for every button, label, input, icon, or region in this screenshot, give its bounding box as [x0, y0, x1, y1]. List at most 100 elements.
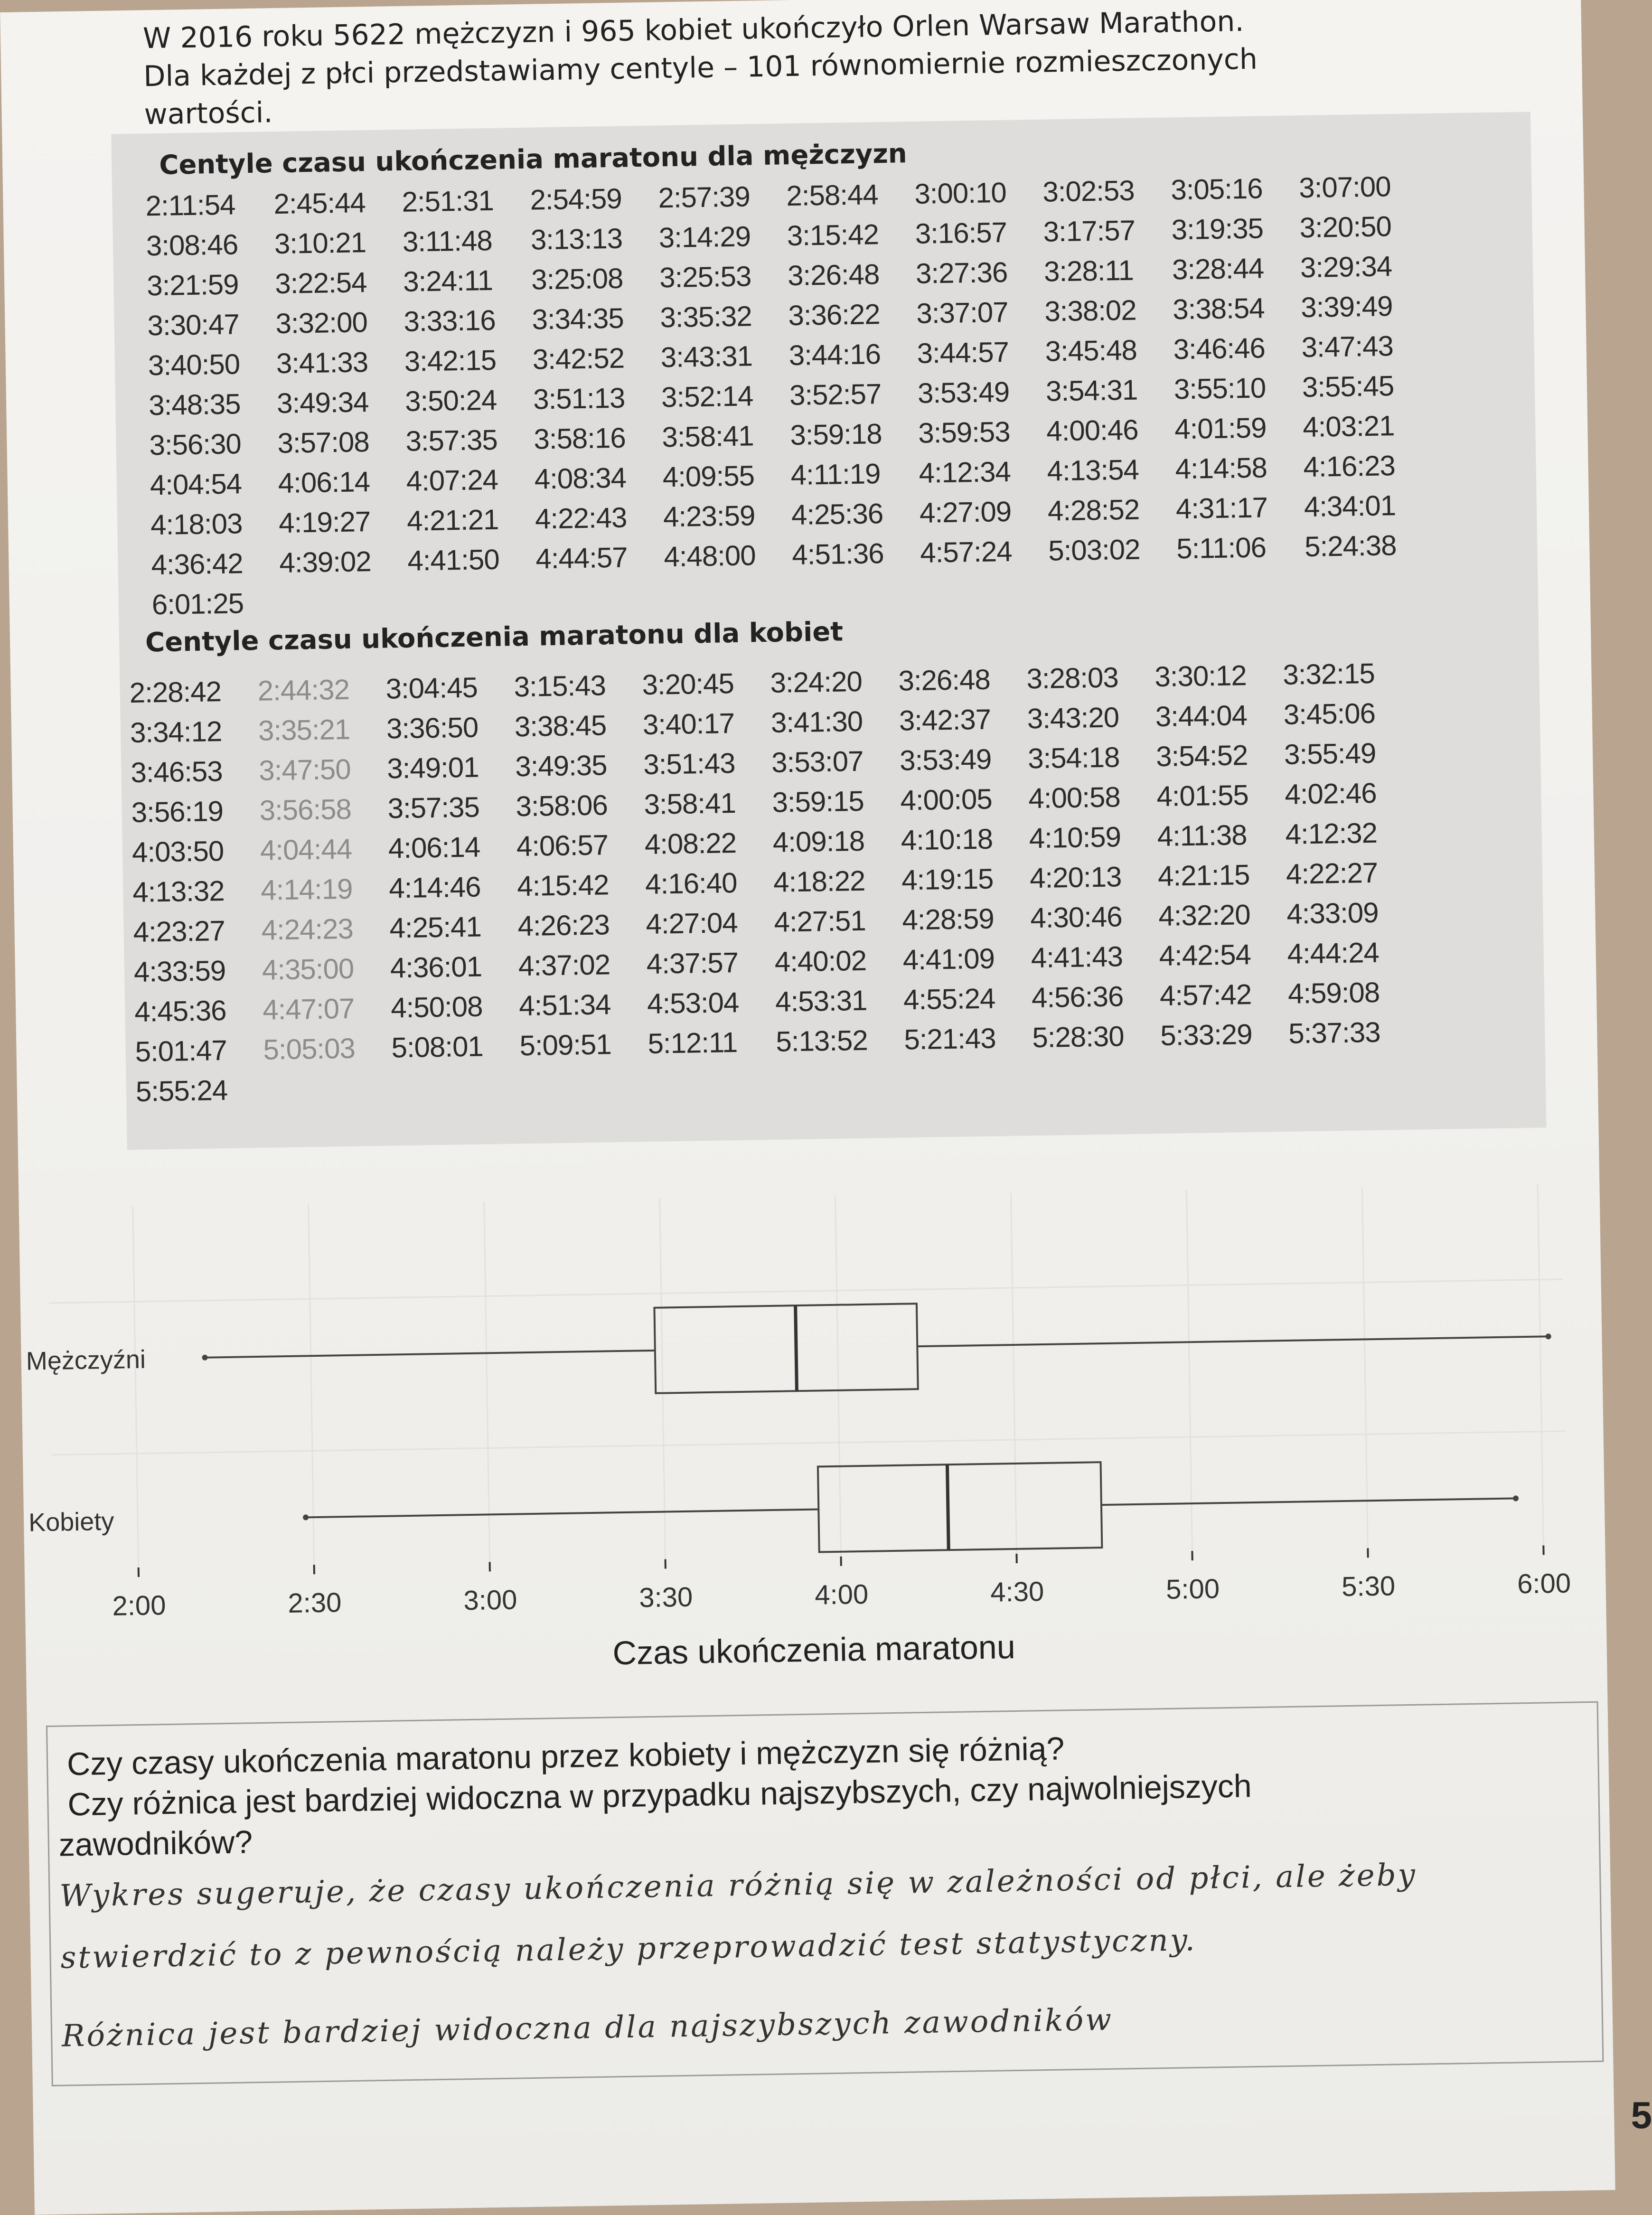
table-cell: 3:16:57 [915, 215, 1043, 250]
table-cell: 2:54:59 [530, 181, 658, 216]
table-cell: 5:33:29 [1160, 1017, 1289, 1051]
table-cell: 3:49:34 [277, 385, 405, 419]
handwritten-answer-line-2: stwierdzić to z pewnością należy przepro… [60, 1923, 1197, 1976]
table-cell: 4:06:14 [388, 830, 516, 864]
table-cell: 3:48:35 [149, 387, 277, 422]
table-cell: 4:48:00 [664, 538, 792, 573]
table-cell: 4:14:46 [389, 870, 517, 904]
table-cell: 3:55:45 [1302, 368, 1430, 403]
table-cell: 3:39:49 [1301, 289, 1429, 323]
max-point [1546, 1333, 1551, 1339]
table-cell: 3:37:07 [916, 295, 1045, 329]
table-cell: 3:20:50 [1299, 209, 1428, 244]
table-cell: 5:24:38 [1305, 528, 1433, 563]
iqr-box [654, 1304, 918, 1393]
table-cell: 3:02:53 [1042, 173, 1171, 208]
table-cell: 3:57:35 [387, 790, 516, 825]
table-cell: 3:32:00 [275, 305, 404, 339]
grid-line [484, 1201, 490, 1562]
table-cell: 4:57:24 [920, 534, 1049, 569]
table-cell: 4:03:50 [131, 834, 260, 868]
table-cell: 3:08:46 [146, 227, 274, 262]
table-cell: 3:47:43 [1301, 328, 1430, 363]
table-cell: 4:13:54 [1047, 452, 1175, 487]
table-cell: 4:25:36 [791, 496, 920, 531]
table-cell: 4:27:09 [919, 494, 1048, 529]
table-cell: 5:37:33 [1288, 1015, 1417, 1050]
table-cell: 3:49:01 [387, 750, 516, 785]
whisker-low [306, 1509, 818, 1517]
table-cell: 3:55:49 [1284, 736, 1413, 770]
table-cell: 3:51:13 [533, 381, 662, 415]
x-tick-label: 4:00 [815, 1579, 869, 1611]
table-cell: 3:42:52 [532, 341, 661, 375]
table-cell: 3:40:50 [148, 347, 276, 382]
table-cell: 3:21:59 [147, 267, 275, 302]
table-cell: 3:41:33 [276, 345, 404, 379]
table-cell: 5:13:52 [776, 1023, 904, 1058]
table-cell: 3:38:02 [1044, 293, 1173, 328]
table-cell: 4:12:34 [919, 454, 1047, 489]
table-cell: 3:20:45 [642, 666, 770, 701]
table-cell: 4:42:54 [1159, 937, 1287, 972]
table-cell: 4:32:20 [1158, 897, 1287, 932]
min-point [202, 1355, 207, 1361]
min-point [303, 1514, 309, 1520]
table-cell: 5:03:02 [1048, 532, 1177, 567]
table-cell: 4:45:36 [134, 993, 263, 1028]
table-cell: 5:05:03 [263, 1031, 392, 1066]
table-cell: 3:15:43 [514, 668, 642, 703]
table-cell: 2:51:31 [402, 183, 530, 218]
table-cell: 3:34:35 [532, 301, 660, 336]
table-cell: 4:06:57 [516, 828, 645, 863]
table-cell: 4:51:36 [792, 536, 920, 571]
table-cell: 4:33:09 [1286, 895, 1415, 930]
table-cell: 2:57:39 [658, 179, 787, 214]
table-cell: 4:41:43 [1031, 939, 1159, 974]
table-cell: 4:18:03 [150, 507, 279, 541]
table-cell: 4:53:04 [647, 985, 776, 1020]
table-cell: 4:13:32 [132, 873, 261, 908]
table-cell: 4:11:19 [790, 456, 919, 491]
table-cell: 4:21:15 [1158, 857, 1286, 892]
table-cell: 4:28:52 [1047, 492, 1176, 527]
table-cell: 3:04:45 [385, 670, 514, 705]
grid-line [660, 1199, 666, 1559]
grid-line [1538, 1185, 1543, 1546]
table-cell: 3:27:36 [916, 255, 1044, 290]
book-page: W 2016 roku 5622 mężczyzn i 965 kobiet u… [0, 0, 1615, 2215]
table-cell: 6:01:25 [151, 586, 280, 621]
series-label: Mężczyźni [26, 1345, 146, 1376]
table-cell: 4:00:58 [1028, 780, 1157, 815]
table-cell: 3:29:34 [1300, 249, 1428, 283]
table-cell: 3:35:32 [660, 299, 788, 334]
table-cell: 4:22:43 [535, 500, 664, 535]
table-cell: 3:50:24 [405, 383, 534, 417]
x-axis-title: Czas ukończenia maratonu [612, 1628, 1015, 1671]
table-cell: 4:15:42 [517, 868, 646, 902]
table-cell: 3:45:48 [1045, 333, 1173, 367]
table-cell: 4:59:08 [1287, 975, 1416, 1010]
table-cell: 5:21:43 [904, 1021, 1032, 1056]
table-cell: 3:59:18 [790, 416, 919, 451]
table-cell: 4:11:38 [1157, 817, 1286, 852]
table-cell: 3:44:57 [917, 335, 1045, 369]
table-cell: 4:00:46 [1046, 413, 1175, 447]
table-cell: 4:31:17 [1175, 490, 1304, 525]
x-tick-label: 2:30 [288, 1587, 342, 1619]
whisker-high [1101, 1498, 1516, 1505]
table-cell: 2:45:44 [273, 185, 402, 220]
table-cell: 3:07:00 [1299, 169, 1427, 204]
table-cell: 3:28:11 [1044, 253, 1173, 288]
table-cell: 4:39:02 [279, 544, 408, 579]
table-cell: 4:55:24 [903, 981, 1032, 1016]
x-tick-label: 5:00 [1166, 1573, 1220, 1605]
grid-line [133, 1207, 139, 1567]
page-number: 5 [1631, 2093, 1652, 2137]
table-cell: 3:42:15 [404, 343, 533, 377]
table-cell: 3:05:16 [1171, 171, 1299, 206]
table-cell: 4:36:01 [390, 949, 518, 984]
